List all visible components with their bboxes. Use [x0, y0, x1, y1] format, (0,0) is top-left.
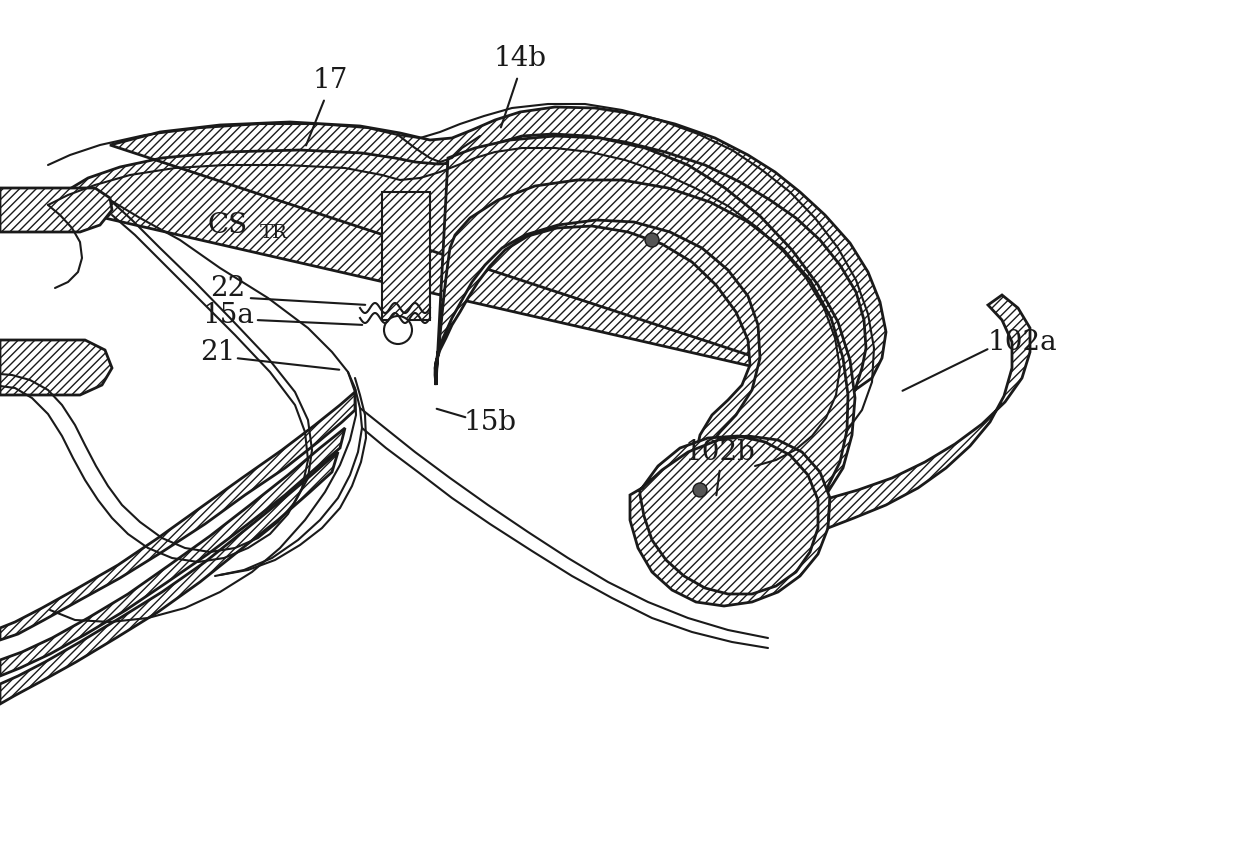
Text: CS: CS	[208, 211, 248, 239]
Polygon shape	[382, 192, 430, 320]
Text: 21: 21	[201, 339, 236, 365]
Circle shape	[384, 316, 412, 344]
Polygon shape	[0, 392, 355, 640]
Text: 102a: 102a	[987, 328, 1056, 356]
Text: 15b: 15b	[464, 409, 517, 435]
Text: 102b: 102b	[684, 439, 755, 465]
Circle shape	[645, 233, 658, 247]
Polygon shape	[0, 452, 339, 704]
Polygon shape	[0, 188, 112, 232]
Polygon shape	[630, 436, 830, 606]
Text: 17: 17	[312, 67, 347, 93]
Text: 14b: 14b	[494, 44, 547, 72]
Polygon shape	[0, 340, 112, 395]
Polygon shape	[828, 295, 1030, 528]
Text: 22: 22	[211, 274, 246, 302]
Circle shape	[693, 483, 707, 497]
Polygon shape	[435, 136, 856, 525]
Polygon shape	[0, 428, 345, 676]
Polygon shape	[48, 107, 887, 390]
Text: 15a: 15a	[202, 302, 254, 328]
Text: TR: TR	[260, 224, 288, 242]
